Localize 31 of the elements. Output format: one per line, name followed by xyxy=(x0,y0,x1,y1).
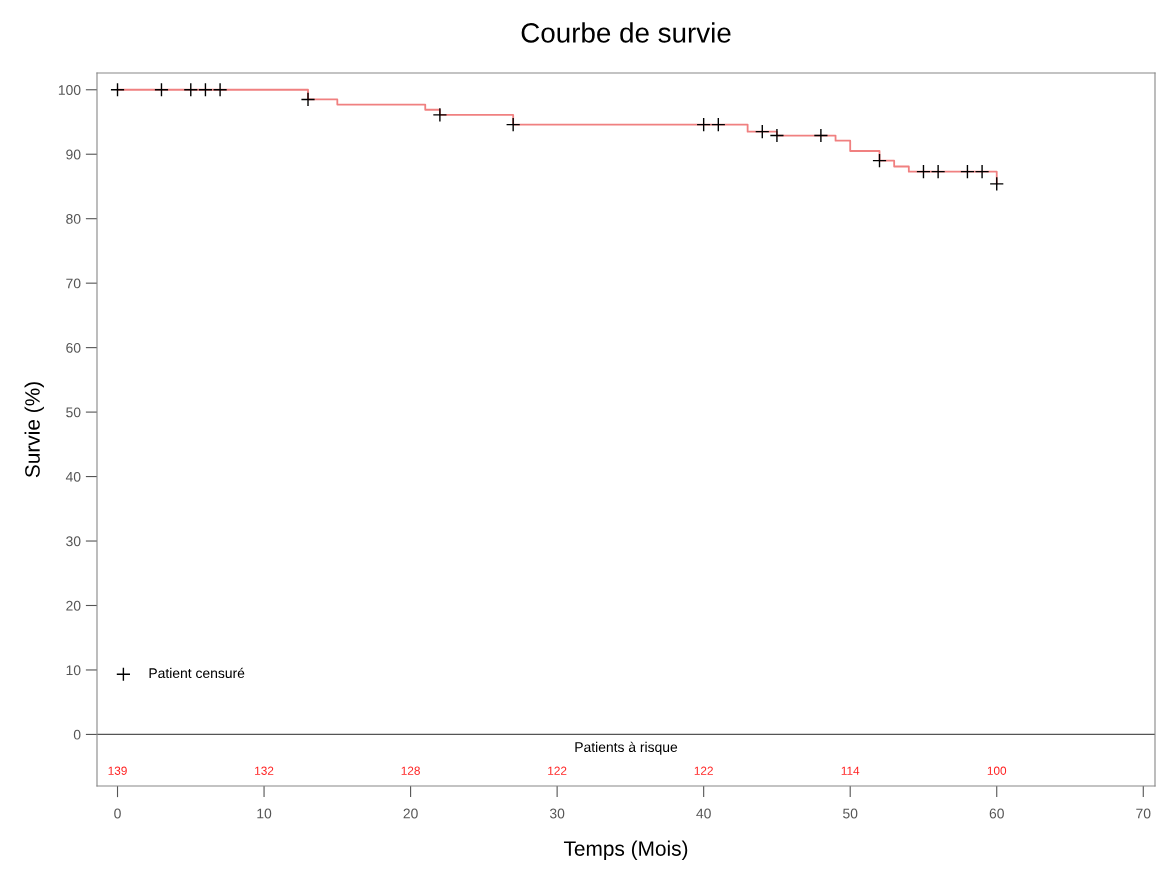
annotation: 100 xyxy=(987,766,1007,775)
y-tick-label: 100 xyxy=(58,85,81,95)
y-tick-label: 30 xyxy=(66,536,81,547)
x-tick-label: 60 xyxy=(989,808,1004,819)
annotation: 128 xyxy=(401,766,420,775)
annotation: 139 xyxy=(108,766,127,775)
x-axis-title: Temps (Mois) xyxy=(563,840,688,861)
x-tick-label: 50 xyxy=(843,808,858,819)
x-tick-label: 20 xyxy=(403,808,418,819)
legend-label: Patient censuré xyxy=(149,667,245,679)
x-tick-label: 40 xyxy=(696,808,711,819)
annotation: 132 xyxy=(255,766,274,775)
x-tick-label: 70 xyxy=(1136,808,1151,819)
y-tick-label: 20 xyxy=(66,600,81,611)
annotation: Patients à risque xyxy=(575,741,678,755)
x-tick-label: 0 xyxy=(114,808,121,819)
annotation: 122 xyxy=(694,766,713,775)
y-tick-label: 60 xyxy=(66,342,81,353)
y-tick-label: 0 xyxy=(73,729,81,740)
y-tick-label: 10 xyxy=(66,665,81,676)
chart-title: Courbe de survie xyxy=(521,22,731,43)
y-tick-label: 40 xyxy=(65,471,81,482)
y-tick-label: 50 xyxy=(66,407,81,418)
annotation: 122 xyxy=(548,766,567,775)
y-tick-label: 90 xyxy=(66,149,81,160)
annotation: 114 xyxy=(841,766,860,775)
x-tick-label: 10 xyxy=(257,808,272,819)
y-axis-title: Survie (%) xyxy=(24,382,44,478)
y-tick-label: 70 xyxy=(66,278,81,289)
x-tick-label: 30 xyxy=(549,808,565,819)
y-tick-label: 80 xyxy=(66,214,81,224)
